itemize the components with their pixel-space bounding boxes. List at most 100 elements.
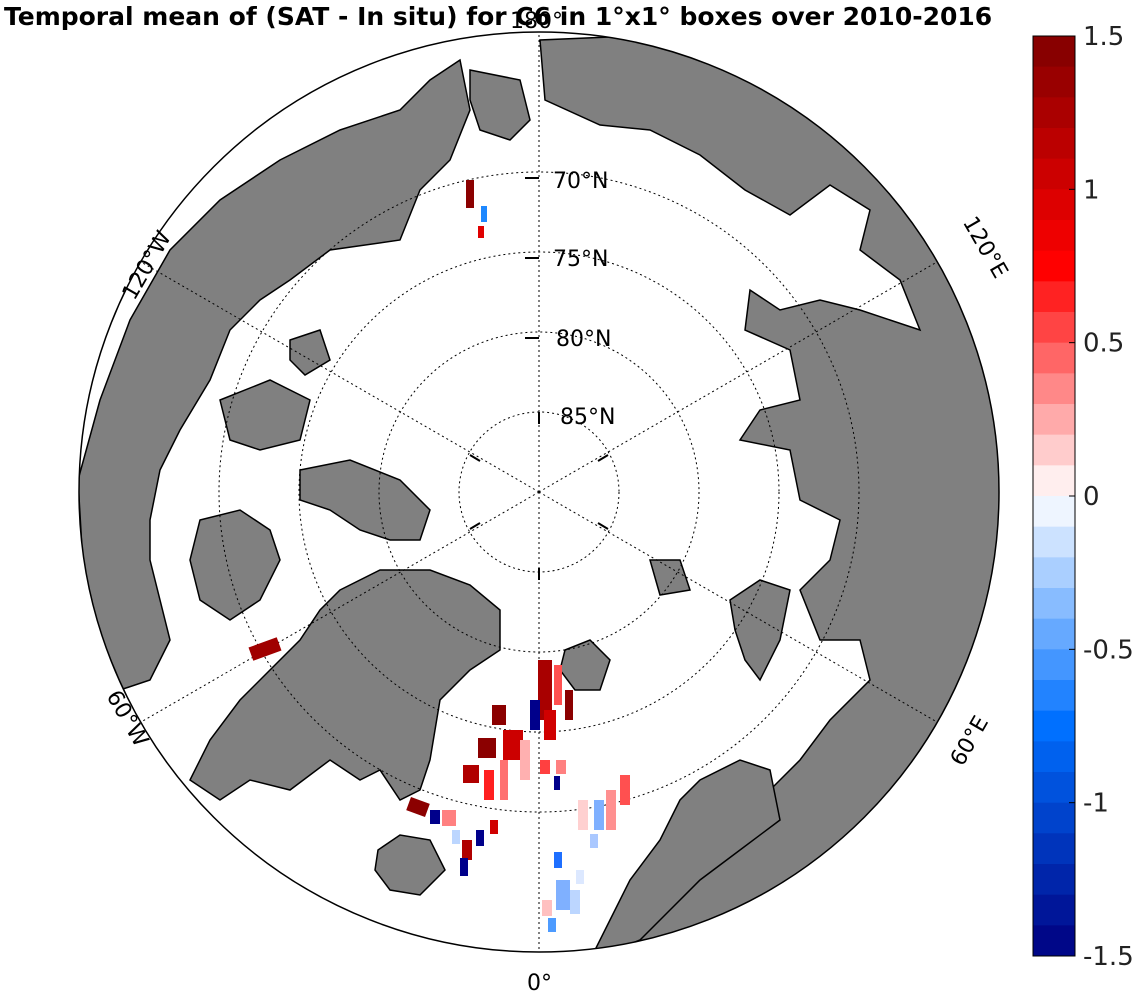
novaya-zemlya-landmass [729, 579, 791, 682]
data-box [548, 918, 556, 932]
colorbar-segment [1033, 588, 1075, 620]
colorbar-segment [1033, 312, 1075, 344]
colorbar-segment [1033, 220, 1075, 252]
colorbar-segment [1033, 649, 1075, 681]
data-box [503, 730, 523, 760]
colorbar-tick-label: 1.5 [1083, 22, 1124, 52]
lat-label-75: 75°N [553, 247, 608, 272]
data-box [500, 760, 508, 800]
colorbar-segment [1033, 864, 1075, 896]
data-box [430, 810, 440, 824]
colorbar-tick-label: 0.5 [1083, 329, 1124, 359]
data-box [476, 830, 484, 846]
lat-label-70: 70°N [553, 169, 608, 194]
lat-label-85: 85°N [560, 405, 615, 430]
data-box [540, 760, 550, 774]
data-box [248, 637, 282, 661]
lon-label-60e: 60°E [946, 712, 994, 770]
greenland-landmass [189, 569, 501, 801]
data-box [520, 740, 530, 780]
data-box [538, 660, 552, 720]
data-box [590, 834, 598, 848]
north-america-landmass [79, 58, 471, 691]
iceland-landmass [374, 834, 446, 896]
colorbar-segment [1033, 158, 1075, 190]
colorbar-segment [1033, 128, 1075, 160]
colorbar-segment [1033, 97, 1075, 129]
colorbar-segment [1033, 680, 1075, 712]
lon-label-180: 180° [510, 9, 563, 34]
colorbar-tick-label: -1 [1083, 789, 1109, 819]
colorbar-segment [1033, 710, 1075, 742]
lon-label-120e: 120°E [957, 212, 1012, 282]
colorbar-segment [1033, 557, 1075, 589]
colorbar-segment [1033, 465, 1075, 497]
colorbar-segment [1033, 66, 1075, 98]
data-box [620, 775, 630, 805]
colorbar-segment [1033, 434, 1075, 466]
lon-label-0: 0° [527, 971, 552, 995]
data-box [556, 880, 570, 910]
colorbar-tick-label: -0.5 [1083, 635, 1134, 665]
data-box [578, 800, 588, 830]
data-box [594, 800, 604, 830]
colorbar-segment [1033, 250, 1075, 282]
data-box [576, 870, 584, 884]
data-box [484, 770, 494, 800]
colorbar-segment [1033, 618, 1075, 650]
colorbar-segment [1033, 894, 1075, 926]
data-box [481, 206, 487, 222]
colorbar-segment [1033, 741, 1075, 773]
victoria-landmass [219, 379, 311, 451]
map-border [78, 31, 1000, 953]
data-box [406, 797, 430, 817]
data-box [442, 810, 456, 826]
data-box [554, 665, 562, 705]
colorbar-tick-label: 0 [1083, 482, 1100, 512]
colorbar-ticks: 1.5 1 0.5 0 -0.5 -1 -1.5 [1069, 22, 1134, 972]
lat-70-circle [218, 171, 860, 813]
data-box [570, 890, 580, 914]
meridian-ticks [469, 177, 609, 580]
data-box [542, 900, 552, 916]
data-box [556, 760, 566, 774]
colorbar-segment [1033, 526, 1075, 558]
data-box [554, 776, 560, 790]
colorbar-segment [1033, 36, 1075, 68]
colorbar-segment [1033, 404, 1075, 436]
data-box [460, 858, 468, 876]
data-box [466, 180, 474, 208]
data-box [606, 790, 616, 830]
colorbar-segment [1033, 833, 1075, 865]
data-box [478, 226, 484, 238]
colorbar [1033, 36, 1075, 957]
banks-landmass [289, 329, 331, 376]
data-box [462, 840, 472, 860]
data-box [452, 830, 460, 844]
data-box [463, 765, 479, 783]
colorbar-tick-label: 1 [1083, 175, 1100, 205]
franz-josef-landmass [649, 559, 691, 596]
colorbar-segment [1033, 772, 1075, 804]
map-title: Temporal mean of (SAT - In situ) for C6 … [4, 2, 993, 31]
colorbar-segment [1033, 925, 1075, 957]
data-boxes [248, 180, 630, 932]
data-box [492, 705, 506, 725]
scandinavia-landmass [588, 759, 781, 952]
data-box [554, 852, 562, 868]
colorbar-segment [1033, 281, 1075, 313]
data-box [565, 690, 573, 720]
data-box [544, 710, 556, 740]
colorbar-segment [1033, 496, 1075, 528]
colorbar-segment [1033, 802, 1075, 834]
baffin-landmass [189, 509, 281, 621]
data-box [530, 700, 540, 730]
land-masses [79, 32, 999, 952]
data-box [490, 820, 498, 834]
colorbar-segment [1033, 373, 1075, 405]
colorbar-segment [1033, 342, 1075, 374]
ellesmere-landmass [299, 459, 431, 541]
data-box [478, 738, 496, 758]
colorbar-tick-label: -1.5 [1083, 942, 1134, 972]
